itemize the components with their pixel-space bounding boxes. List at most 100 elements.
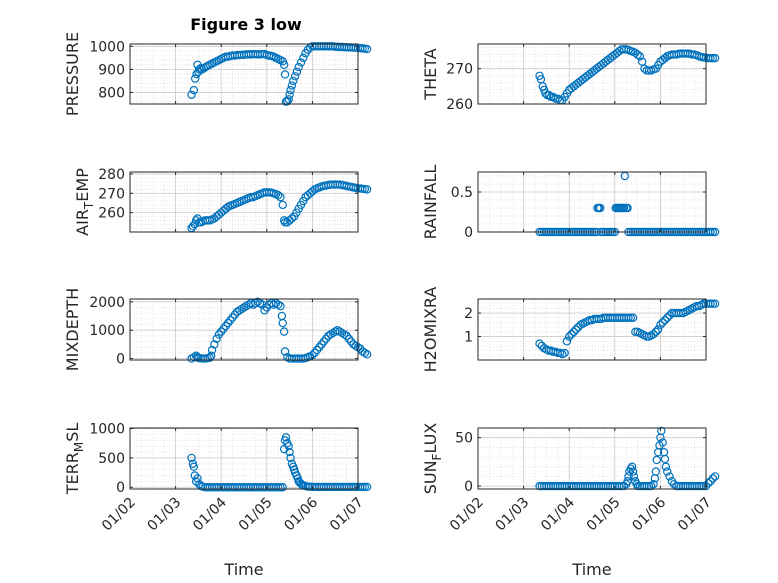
data-point	[569, 327, 578, 337]
axes-box	[129, 171, 359, 233]
data-point	[708, 299, 718, 308]
minor-grid	[129, 44, 359, 104]
data-point	[276, 192, 285, 202]
y-tick-label: 260	[446, 97, 473, 113]
data-series	[535, 426, 720, 491]
data-point	[660, 315, 670, 325]
data-point	[292, 67, 302, 76]
data-series	[187, 297, 372, 363]
data-point	[210, 340, 219, 349]
y-tick-label: 2	[464, 306, 473, 322]
subplot-top-right: 260 270 THETA	[421, 43, 720, 113]
data-point	[335, 327, 344, 336]
data-point	[279, 60, 289, 69]
data-point	[656, 320, 665, 330]
data-point	[658, 318, 667, 327]
data-point	[276, 483, 285, 492]
data-point	[274, 300, 283, 309]
data-point	[279, 327, 289, 336]
x-tick-label: 01/06	[281, 494, 321, 534]
data-point	[627, 462, 637, 471]
data-point	[206, 351, 216, 360]
y-tick-label: 1000	[89, 422, 125, 438]
data-point	[280, 218, 290, 227]
data-series	[535, 171, 720, 237]
data-point	[649, 329, 658, 339]
axes-box	[477, 171, 707, 233]
y-axis-label: THETA	[421, 48, 440, 100]
data-point	[710, 53, 720, 63]
x-tick-label: 01/02	[447, 495, 487, 535]
y-tick-label: 900	[98, 62, 125, 78]
data-point	[253, 297, 262, 307]
x-tick-label: 01/03	[145, 495, 185, 535]
data-point	[626, 313, 635, 322]
data-point	[624, 472, 633, 481]
data-point	[286, 453, 295, 463]
axes-box	[477, 427, 707, 490]
data-point	[284, 95, 293, 104]
y-tick-label: 1000	[89, 39, 125, 55]
data-point	[192, 69, 201, 79]
data-point	[535, 339, 544, 348]
data-point	[326, 330, 335, 339]
y-tick-label: 270	[98, 186, 125, 202]
data-point	[658, 438, 667, 447]
data-point	[562, 337, 572, 346]
y-tick-label: 0	[464, 225, 473, 241]
data-point	[333, 326, 342, 335]
data-point	[278, 483, 287, 492]
x-tick-label: 01/05	[584, 495, 624, 535]
x-tick-label: 01/06	[629, 494, 669, 534]
data-point	[628, 467, 638, 476]
data-point	[362, 44, 372, 54]
data-point	[710, 472, 720, 481]
data-point	[544, 90, 554, 100]
data-point	[207, 345, 217, 355]
data-point	[290, 72, 300, 81]
data-point	[255, 299, 265, 308]
data-point	[221, 204, 230, 213]
data-point	[710, 227, 720, 237]
data-point	[294, 62, 303, 72]
data-point	[644, 481, 654, 491]
data-point	[287, 81, 297, 90]
x-tick-label: 01/03	[493, 495, 533, 535]
x-tick-label: 01/07	[327, 495, 367, 535]
data-point	[628, 313, 638, 322]
axes-box	[129, 43, 359, 105]
data-point	[239, 303, 249, 312]
axes-box	[129, 427, 359, 490]
data-point	[351, 341, 360, 351]
data-point	[189, 85, 199, 95]
data-point	[337, 328, 347, 338]
data-point	[619, 203, 629, 213]
data-series	[535, 299, 720, 359]
y-axis-label: AIRTEMP	[73, 168, 96, 236]
data-point	[235, 306, 244, 315]
data-point	[617, 481, 626, 491]
data-point	[287, 214, 297, 223]
data-point	[358, 482, 367, 492]
data-point	[205, 353, 214, 362]
data-point	[710, 299, 720, 308]
data-point	[278, 200, 287, 210]
y-tick-label: 50	[455, 431, 473, 447]
data-point	[191, 74, 200, 83]
minor-grid	[477, 298, 707, 361]
data-point	[629, 472, 639, 481]
data-point	[187, 90, 196, 99]
data-point	[278, 318, 287, 328]
data-point	[362, 482, 372, 492]
data-point	[665, 472, 674, 481]
data-point	[708, 227, 718, 237]
data-point	[212, 334, 221, 343]
x-tick-label: 01/02	[99, 495, 139, 535]
data-point	[657, 426, 666, 436]
data-point	[308, 187, 317, 196]
data-point	[189, 462, 199, 471]
data-point	[635, 52, 645, 61]
